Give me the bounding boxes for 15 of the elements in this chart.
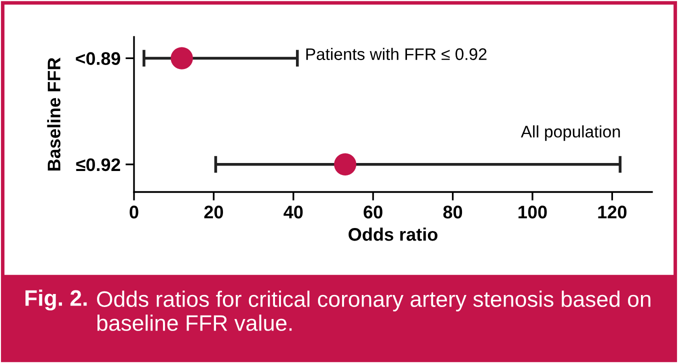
x-tick-label: 80	[443, 206, 462, 218]
y-tick-label: <0.89	[76, 52, 120, 65]
annotation: Patients with FFR ≤ 0.92	[306, 48, 486, 60]
x-tick-label: 20	[204, 206, 223, 218]
text: Odds ratios for critical coronary artery stenosis based on baseline FFR value.	[97, 290, 650, 331]
x-tick-label: 120	[598, 206, 626, 218]
x-tick-label: 100	[518, 206, 547, 218]
y-tick-label: ≤0.92	[76, 158, 120, 172]
x-axis-title: Odds ratio	[348, 228, 438, 241]
caption: Fig. 2.	[25, 290, 87, 310]
x-tick-label: 60	[364, 206, 382, 218]
y-axis-title: Baseline FFR	[47, 58, 60, 170]
annotation: All population	[520, 125, 620, 141]
x-tick-label: 40	[284, 206, 303, 218]
x-tick-label: 0	[130, 206, 138, 218]
